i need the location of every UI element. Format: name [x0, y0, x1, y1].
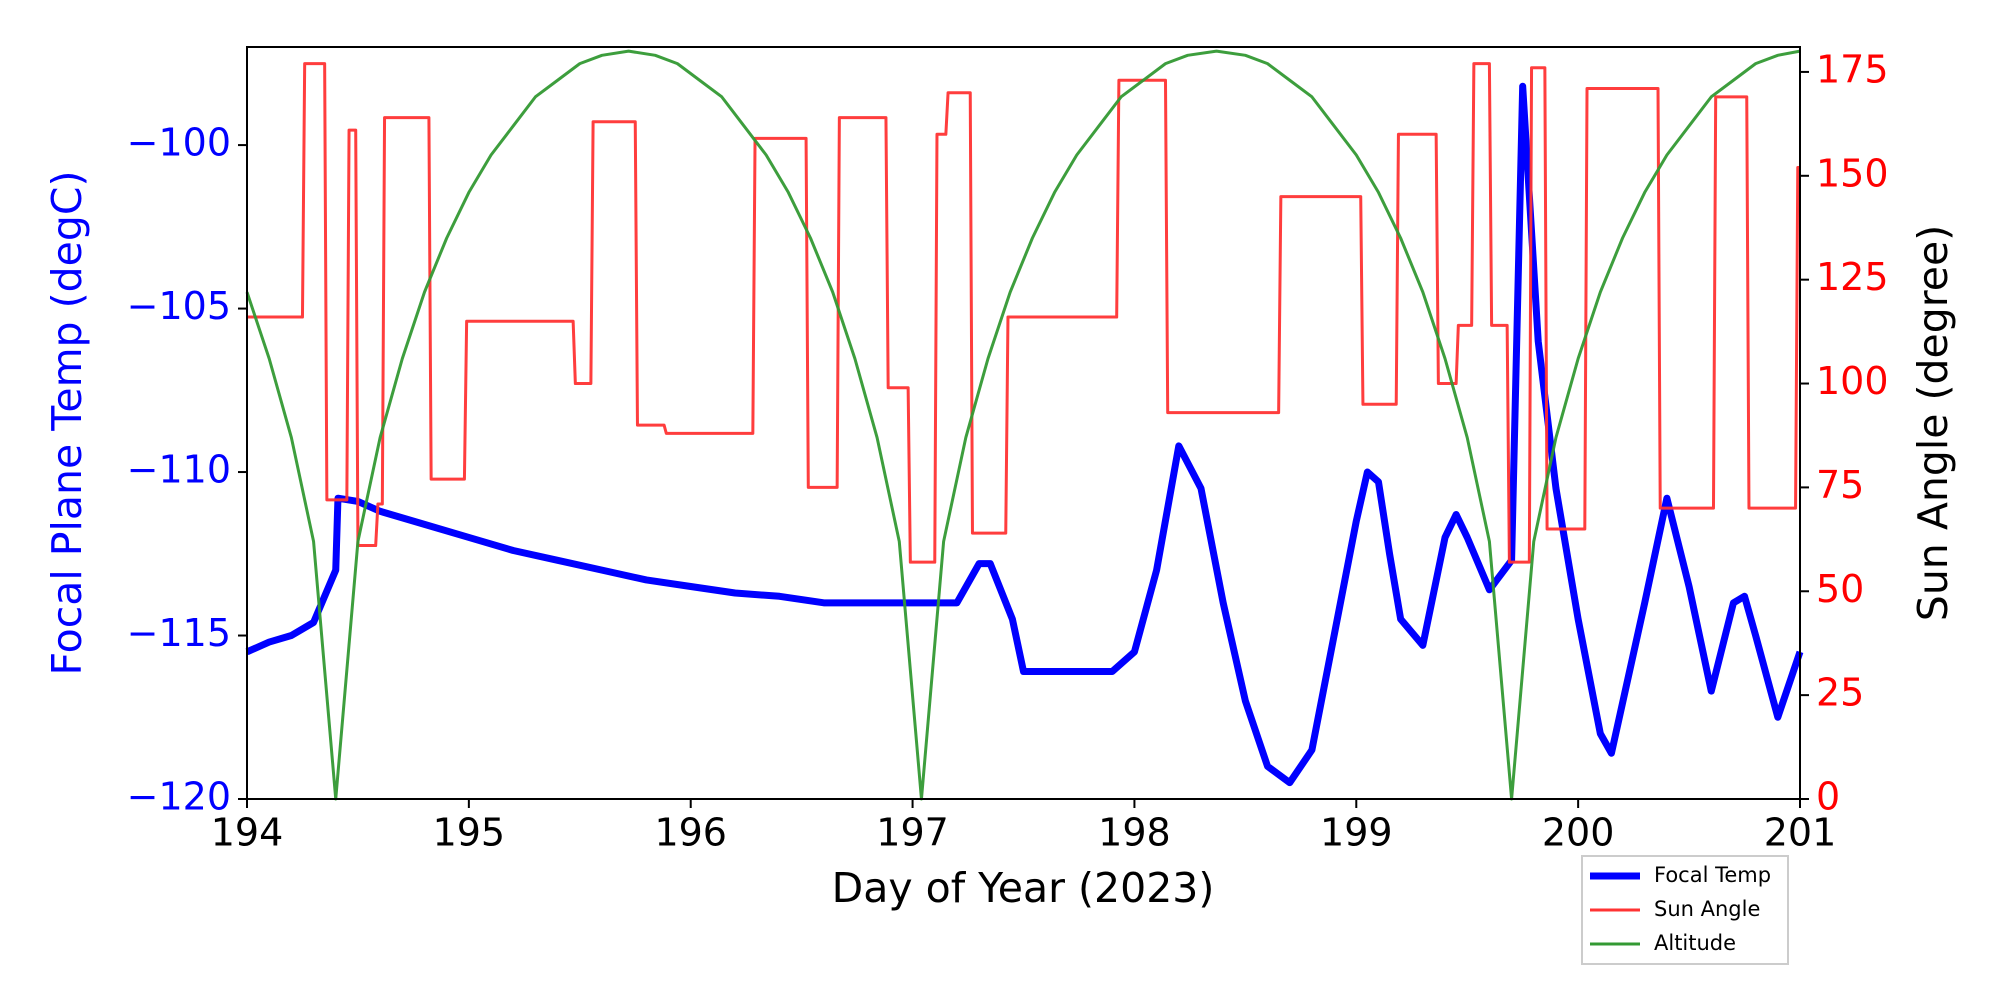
legend: Focal Temp Sun Angle Altitude: [1581, 855, 1789, 965]
y-axis-label: Focal Plane Temp (degC): [43, 171, 91, 676]
legend-label: Sun Angle: [1654, 897, 1760, 921]
y2-axis-label: Sun Angle (degree): [1909, 225, 1957, 621]
plot-area: [245, 49, 1804, 801]
x-tick-label: 200: [1542, 811, 1615, 855]
y2-tick-label: 0: [1816, 775, 1840, 819]
y-tick-label: −105: [127, 284, 231, 328]
x-tick-label: 201: [1764, 811, 1837, 855]
y2-tick-label: 125: [1816, 255, 1889, 299]
x-axis-label: Day of Year (2023): [832, 864, 1215, 912]
legend-label: Focal Temp: [1654, 863, 1771, 887]
x-tick-label: 197: [876, 811, 949, 855]
series-line: [247, 62, 1800, 564]
y-tick-label: −115: [127, 611, 231, 655]
x-tick-label: 198: [1098, 811, 1171, 855]
x-tick-label: 195: [433, 811, 506, 855]
y2-tick-label: 25: [1816, 671, 1864, 715]
y2-tick-label: 150: [1816, 151, 1889, 195]
y2-tick-label: 50: [1816, 567, 1864, 611]
y-tick-label: −110: [127, 448, 231, 492]
series-line: [245, 82, 1804, 787]
y-tick-label: −120: [127, 775, 231, 819]
y-tick-label: −100: [127, 121, 231, 165]
y2-tick-label: 175: [1816, 47, 1889, 91]
legend-label: Altitude: [1654, 931, 1736, 955]
x-tick-label: 194: [211, 811, 284, 855]
series-line: [245, 49, 1801, 801]
x-tick-label: 196: [654, 811, 727, 855]
y2-tick-label: 75: [1816, 463, 1864, 507]
plot-frame: [246, 46, 1801, 800]
x-tick-label: 199: [1320, 811, 1393, 855]
y2-tick-label: 100: [1816, 359, 1889, 403]
